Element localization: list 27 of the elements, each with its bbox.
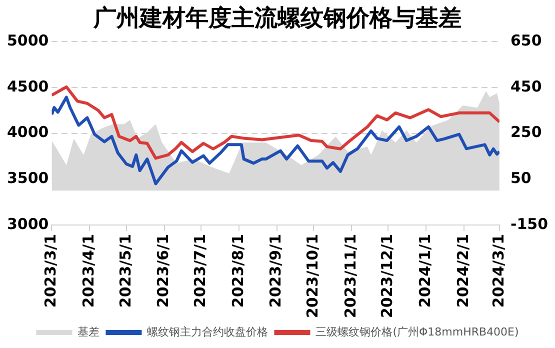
y-tick-label: 3000 bbox=[7, 214, 49, 233]
x-tick-label: 2023/3/1 bbox=[42, 234, 60, 308]
y2-tick-label: 450 bbox=[510, 77, 542, 96]
x-tick-label: 2023/4/1 bbox=[80, 234, 98, 308]
y-tick-label: 5000 bbox=[7, 31, 49, 50]
x-tick-label: 2023/6/1 bbox=[154, 234, 172, 308]
x-tick-label: 2023/12/1 bbox=[378, 234, 396, 318]
y-tick-label: 3500 bbox=[7, 169, 49, 188]
x-tick-label: 2023/9/1 bbox=[266, 234, 285, 308]
legend-label: 基差 bbox=[78, 325, 100, 338]
y2-tick-label: 50 bbox=[510, 169, 532, 188]
legend-label: 三级螺纹钢价格(广州Φ18mmHRB400E) bbox=[316, 325, 519, 338]
y2-tick-label: -150 bbox=[510, 214, 548, 233]
y-tick-label: 4500 bbox=[7, 77, 49, 96]
x-tick-label: 2023/10/1 bbox=[303, 234, 322, 318]
y-tick-label: 4000 bbox=[7, 123, 49, 142]
y2-tick-label: 650 bbox=[510, 31, 542, 50]
x-tick-label: 2023/11/1 bbox=[341, 234, 360, 318]
x-tick-label: 2023/7/1 bbox=[190, 234, 209, 308]
x-tick-label: 2024/2/1 bbox=[454, 234, 472, 308]
chart-title: 广州建材年度主流螺纹钢价格与基差 bbox=[92, 4, 462, 31]
x-tick-label: 2023/8/1 bbox=[228, 234, 247, 308]
y2-tick-label: 250 bbox=[510, 123, 542, 142]
x-tick-label: 2024/3/1 bbox=[489, 234, 508, 308]
x-tick-label: 2023/5/1 bbox=[116, 234, 134, 308]
x-tick-label: 2024/1/1 bbox=[416, 234, 434, 308]
legend-label: 螺纹钢主力合约收盘价格 bbox=[147, 325, 268, 338]
